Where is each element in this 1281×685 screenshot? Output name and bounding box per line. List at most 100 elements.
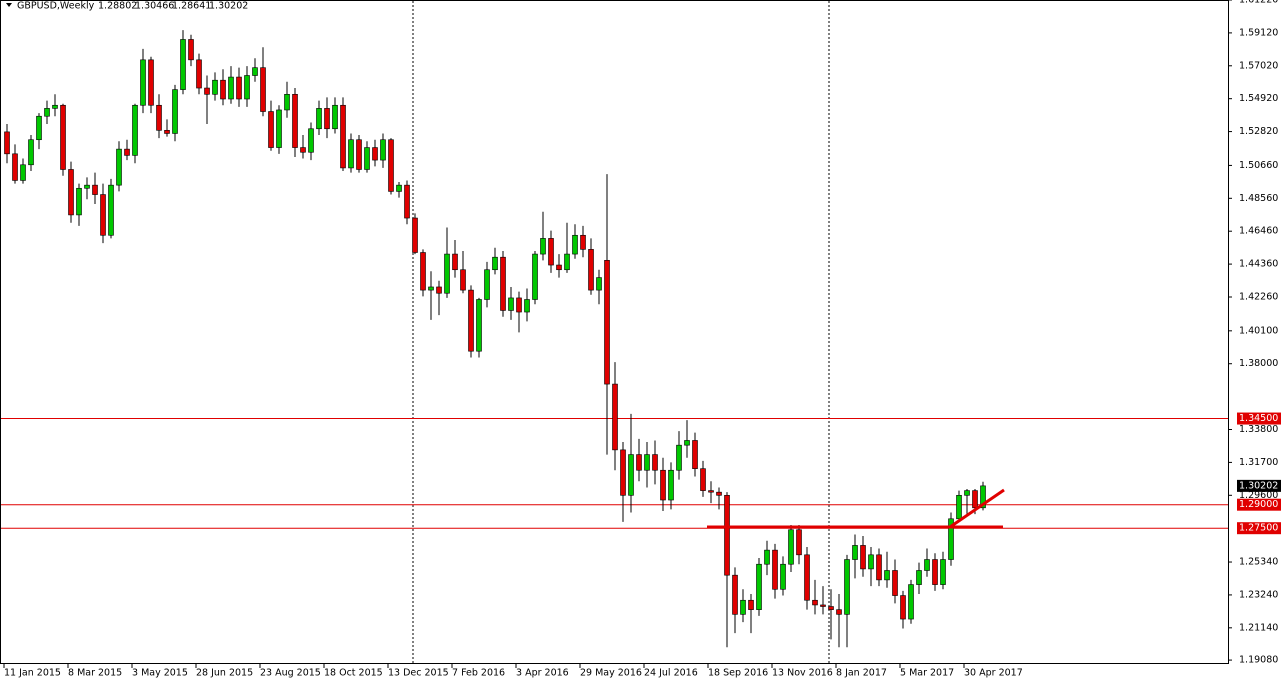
candle-body xyxy=(212,79,218,95)
x-tick-label: 8 Mar 2015 xyxy=(68,668,122,679)
candle-body xyxy=(324,108,330,130)
candle-body xyxy=(756,563,762,610)
candle-body xyxy=(556,264,562,271)
candle-body xyxy=(412,217,418,253)
candle-body xyxy=(92,184,98,195)
candle-body xyxy=(196,59,202,89)
candle-body xyxy=(532,253,538,300)
candle-body xyxy=(852,545,858,560)
candle-body xyxy=(956,494,962,520)
header-high: 1.30466 xyxy=(135,1,174,12)
x-tick-label: 30 Apr 2017 xyxy=(964,668,1023,679)
candle-body xyxy=(340,104,346,169)
candle-body xyxy=(44,108,50,117)
candle-body xyxy=(420,252,426,291)
y-tick-label: 1.23240 xyxy=(1239,589,1278,600)
candle-body xyxy=(660,469,666,501)
x-tick-label: 18 Sep 2016 xyxy=(708,668,768,679)
x-tick-label: 28 Jun 2015 xyxy=(196,668,253,679)
candle-body xyxy=(844,559,850,615)
candle-body xyxy=(580,234,586,250)
x-tick-label: 8 Jan 2017 xyxy=(836,668,887,679)
drawn-trend-line xyxy=(949,488,1005,529)
candle-body xyxy=(356,139,362,170)
candle-body xyxy=(508,297,514,311)
candle-body xyxy=(12,153,18,181)
price-level-box xyxy=(1237,522,1281,535)
candle-body xyxy=(140,59,146,106)
candle-body xyxy=(740,599,746,615)
candle-body xyxy=(180,39,186,90)
candle-body xyxy=(236,76,242,100)
header-open: 1.28802 xyxy=(98,1,137,12)
y-tick-label: 1.61220 xyxy=(1239,0,1278,6)
x-tick-label: 23 Aug 2015 xyxy=(260,668,321,679)
candle-body xyxy=(908,584,914,620)
candle-body xyxy=(300,147,306,153)
last-price-label: 1.30202 xyxy=(1239,480,1278,491)
candle-body xyxy=(244,75,250,100)
y-tick-label: 1.25340 xyxy=(1239,557,1278,568)
y-tick-label: 1.59120 xyxy=(1239,27,1278,38)
candle-body xyxy=(716,491,722,496)
x-tick-label: 5 Mar 2017 xyxy=(900,668,954,679)
candle-body xyxy=(900,595,906,620)
y-tick-label: 1.38000 xyxy=(1239,358,1278,369)
candle-body xyxy=(220,79,226,100)
y-tick-label: 1.42260 xyxy=(1239,291,1278,302)
candle-body xyxy=(156,104,162,131)
candle-body xyxy=(572,234,578,255)
candle-body xyxy=(652,454,658,471)
candle-body xyxy=(780,563,786,590)
y-tick-label: 1.40100 xyxy=(1239,325,1278,336)
candle-body xyxy=(708,490,714,493)
candle-body xyxy=(644,454,650,471)
candle-body xyxy=(172,89,178,134)
plot-frame xyxy=(0,0,1229,664)
candle-body xyxy=(372,147,378,161)
candle-body xyxy=(804,554,810,601)
candle-body xyxy=(588,249,594,291)
candle-body xyxy=(444,253,450,294)
candle-body xyxy=(940,559,946,585)
candle-body xyxy=(892,570,898,596)
candle-body xyxy=(620,449,626,496)
candle-body xyxy=(476,299,482,352)
candle-body xyxy=(796,529,802,556)
header-low: 1.28641 xyxy=(172,1,211,12)
candle-body xyxy=(116,148,122,186)
y-tick-label: 1.52820 xyxy=(1239,126,1278,137)
candle-body xyxy=(972,490,978,509)
candle-body xyxy=(68,169,74,216)
x-tick-label: 18 Oct 2015 xyxy=(324,668,383,679)
candle-body xyxy=(820,604,826,607)
x-tick-label: 24 Jul 2016 xyxy=(644,668,698,679)
candle-body xyxy=(948,518,954,560)
price-level-label: 1.29000 xyxy=(1239,499,1278,510)
candle-body xyxy=(28,139,34,166)
candle-body xyxy=(276,109,282,148)
candle-body xyxy=(772,549,778,590)
candle-body xyxy=(316,108,322,130)
candle-body xyxy=(812,599,818,606)
candle-body xyxy=(548,238,554,266)
candle-body xyxy=(436,286,442,294)
price-level-label: 1.27500 xyxy=(1239,523,1278,534)
candle-body xyxy=(564,253,570,271)
candle-body xyxy=(860,545,866,570)
candle-body xyxy=(380,139,386,161)
candle-body xyxy=(108,184,114,236)
y-tick-label: 1.57020 xyxy=(1239,60,1278,71)
candle-body xyxy=(484,269,490,300)
y-tick-label: 1.21140 xyxy=(1239,622,1278,633)
candle-body xyxy=(100,194,106,236)
candle-body xyxy=(692,440,698,469)
candle-body xyxy=(388,139,394,192)
candle-body xyxy=(628,454,634,496)
candle-body xyxy=(292,93,298,148)
candle-body xyxy=(492,256,498,271)
candle-body xyxy=(268,111,274,148)
candle-body xyxy=(836,609,842,615)
x-tick-label: 11 Jan 2015 xyxy=(4,668,61,679)
candle-body xyxy=(876,554,882,581)
